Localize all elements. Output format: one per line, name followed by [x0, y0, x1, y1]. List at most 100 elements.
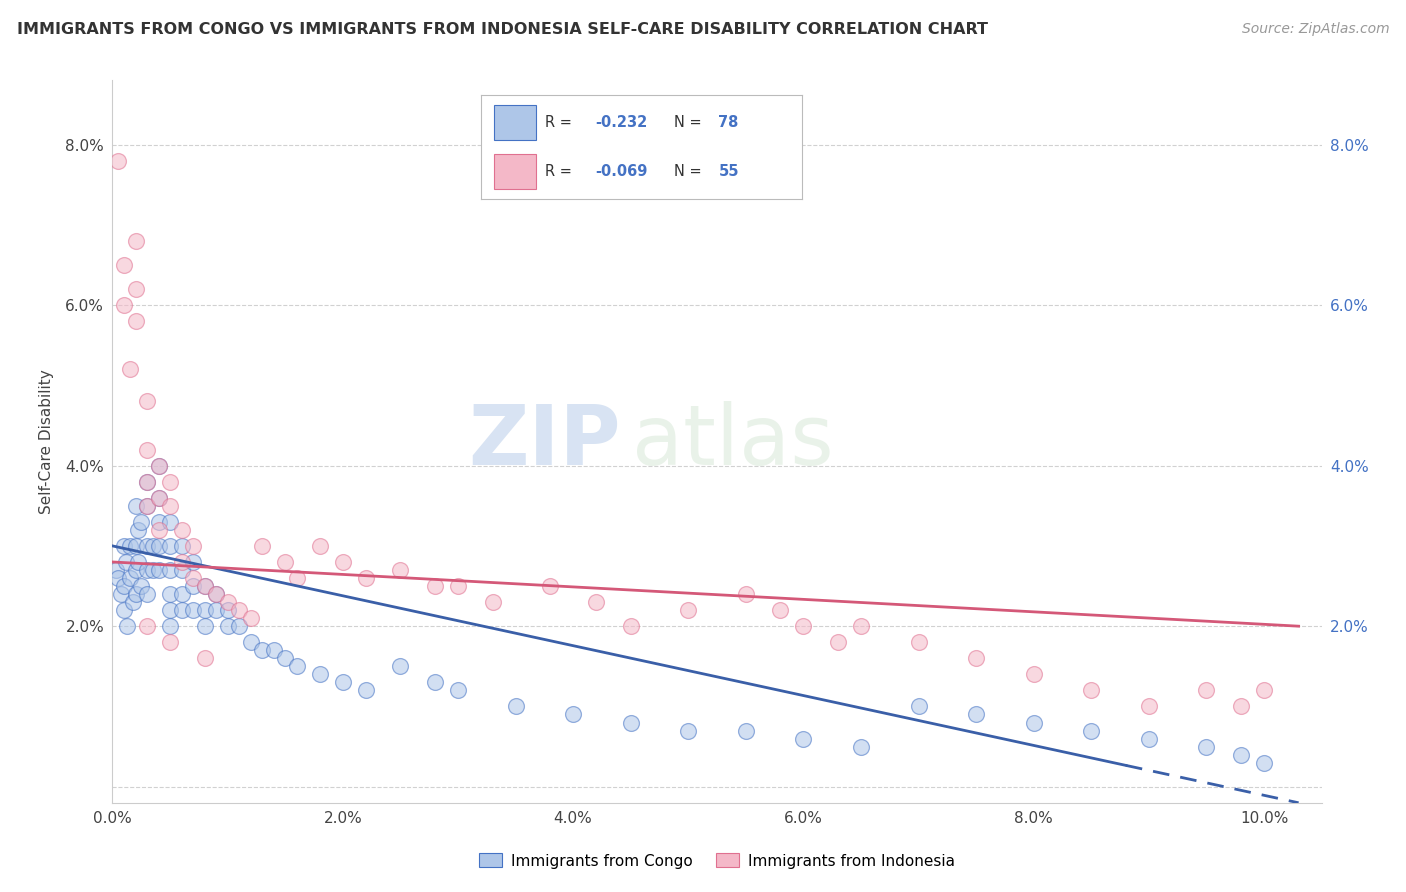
Point: [308, 539, 330, 553]
Point: [205, 603, 228, 617]
Point: [239, 635, 262, 649]
Point: [124, 282, 146, 296]
Point: [907, 635, 929, 649]
Point: [1195, 683, 1218, 698]
Point: [118, 571, 141, 585]
Point: [181, 555, 204, 569]
Point: [181, 579, 204, 593]
Point: [1137, 699, 1160, 714]
Point: [194, 579, 217, 593]
Point: [148, 523, 170, 537]
Point: [148, 491, 170, 505]
Point: [159, 619, 181, 633]
Point: [217, 595, 239, 609]
Point: [205, 587, 228, 601]
Point: [122, 595, 145, 609]
Point: [129, 579, 152, 593]
Point: [849, 619, 872, 633]
Y-axis label: Self-Care Disability: Self-Care Disability: [39, 369, 55, 514]
Point: [148, 539, 170, 553]
Point: [250, 539, 273, 553]
Point: [181, 603, 204, 617]
Point: [792, 619, 814, 633]
Point: [124, 587, 146, 601]
Text: IMMIGRANTS FROM CONGO VS IMMIGRANTS FROM INDONESIA SELF-CARE DISABILITY CORRELAT: IMMIGRANTS FROM CONGO VS IMMIGRANTS FROM…: [17, 22, 988, 37]
Point: [1230, 747, 1253, 762]
Point: [142, 539, 165, 553]
Point: [124, 499, 146, 513]
Point: [1230, 699, 1253, 714]
Point: [285, 659, 308, 673]
Point: [117, 619, 139, 633]
Point: [127, 523, 149, 537]
Point: [181, 539, 204, 553]
Point: [423, 579, 446, 593]
Point: [159, 603, 181, 617]
Point: [136, 587, 159, 601]
Point: [170, 555, 193, 569]
Point: [136, 442, 159, 457]
Point: [112, 298, 135, 312]
Point: [148, 515, 170, 529]
Point: [678, 603, 700, 617]
Point: [1195, 739, 1218, 754]
Point: [907, 699, 929, 714]
Point: [1022, 715, 1045, 730]
Point: [481, 595, 503, 609]
Point: [274, 555, 297, 569]
Point: [308, 667, 330, 681]
Point: [538, 579, 561, 593]
Point: [228, 619, 250, 633]
Point: [110, 587, 132, 601]
Point: [332, 675, 354, 690]
Point: [389, 659, 412, 673]
Point: [115, 555, 138, 569]
Point: [239, 611, 262, 625]
Point: [124, 539, 146, 553]
Point: [354, 683, 377, 698]
Point: [447, 683, 470, 698]
Text: atlas: atlas: [633, 401, 834, 482]
Point: [136, 394, 159, 409]
Point: [118, 539, 141, 553]
Point: [562, 707, 585, 722]
Point: [1022, 667, 1045, 681]
Point: [274, 651, 297, 665]
Point: [734, 587, 756, 601]
Legend: Immigrants from Congo, Immigrants from Indonesia: Immigrants from Congo, Immigrants from I…: [472, 847, 962, 875]
Point: [194, 651, 217, 665]
Point: [159, 587, 181, 601]
Point: [620, 715, 643, 730]
Point: [678, 723, 700, 738]
Point: [124, 314, 146, 328]
Point: [127, 555, 149, 569]
Point: [792, 731, 814, 746]
Point: [1137, 731, 1160, 746]
Point: [136, 499, 159, 513]
Point: [159, 515, 181, 529]
Point: [148, 491, 170, 505]
Text: ZIP: ZIP: [468, 401, 620, 482]
Point: [129, 515, 152, 529]
Point: [136, 475, 159, 489]
Point: [159, 635, 181, 649]
Text: Source: ZipAtlas.com: Source: ZipAtlas.com: [1241, 22, 1389, 37]
Point: [159, 499, 181, 513]
Point: [965, 707, 987, 722]
Point: [170, 603, 193, 617]
Point: [194, 603, 217, 617]
Point: [148, 458, 170, 473]
Point: [285, 571, 308, 585]
Point: [1080, 723, 1102, 738]
Point: [148, 458, 170, 473]
Point: [124, 563, 146, 577]
Point: [136, 475, 159, 489]
Point: [965, 651, 987, 665]
Point: [620, 619, 643, 633]
Point: [136, 563, 159, 577]
Point: [112, 539, 135, 553]
Point: [142, 563, 165, 577]
Point: [217, 603, 239, 617]
Point: [354, 571, 377, 585]
Point: [159, 539, 181, 553]
